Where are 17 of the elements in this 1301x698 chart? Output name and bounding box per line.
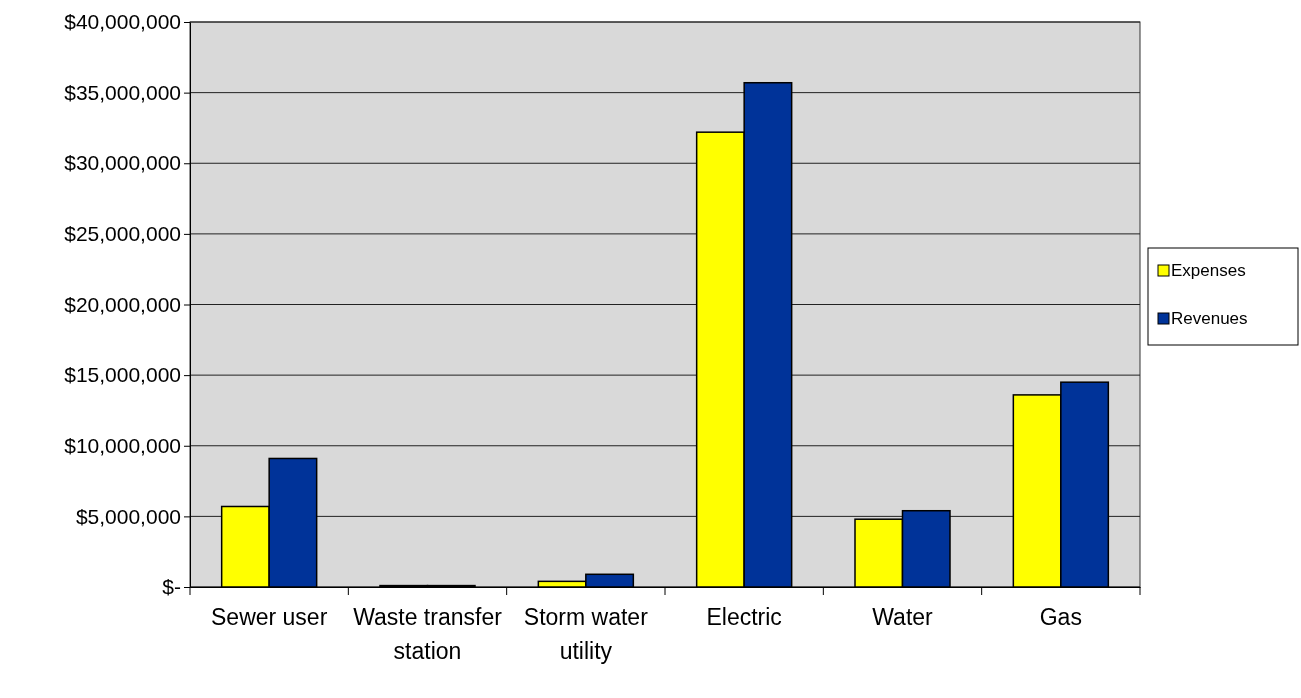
x-tick-label: Storm water utility [523, 604, 649, 664]
y-tick-label: $30,000,000 [64, 151, 181, 175]
y-tick-label: $20,000,000 [64, 292, 181, 316]
legend-label: Expenses [1171, 261, 1246, 280]
x-tick-label: Electric [706, 604, 782, 630]
x-tick-label: Waste transfer station [353, 604, 503, 664]
y-tick-label: $5,000,000 [75, 504, 181, 528]
x-tick-label: Water [872, 604, 934, 630]
y-tick-label: $40,000,000 [64, 10, 181, 34]
y-tick-label: $15,000,000 [64, 363, 181, 387]
x-tick-label: Gas [1039, 604, 1082, 630]
y-tick-label: $35,000,000 [64, 80, 181, 104]
y-tick-label: $25,000,000 [64, 222, 181, 246]
y-tick-label: $- [162, 575, 181, 599]
y-tick-label: $10,000,000 [64, 433, 181, 457]
legend-label: Revenues [1171, 309, 1248, 328]
x-tick-label: Sewer user [211, 604, 328, 630]
